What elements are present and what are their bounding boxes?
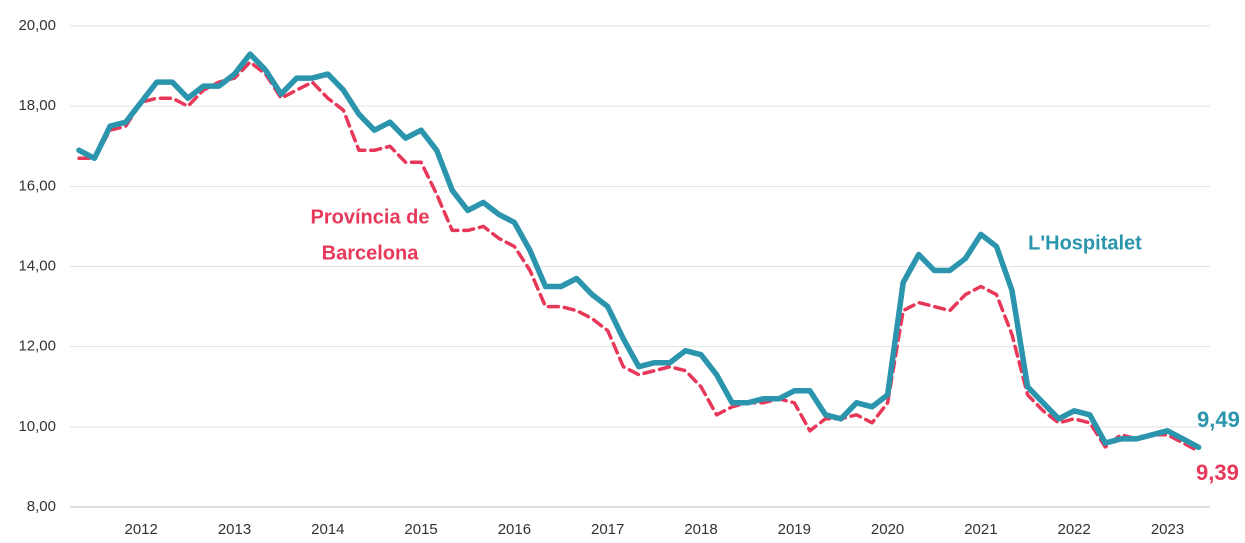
y-tick-label: 12,00 [18,338,56,355]
value-label: 9,49 [1197,407,1240,432]
series-label: Barcelona [322,242,420,264]
x-tick-label: 2018 [684,521,717,538]
series-line [76,51,1202,451]
x-tick-label: 2013 [218,521,251,538]
y-tick-label: 20,00 [18,17,56,34]
x-tick-label: 2020 [871,521,904,538]
y-tick-label: 8,00 [27,498,56,515]
y-tick-label: 18,00 [18,97,56,114]
x-tick-label: 2016 [498,521,531,538]
series-label: L'Hospitalet [1028,232,1142,254]
x-tick-label: 2012 [125,521,158,538]
y-tick-label: 10,00 [18,418,56,435]
value-label: 9,39 [1196,460,1239,485]
series-label: Província de [311,206,430,228]
x-tick-label: 2022 [1058,521,1091,538]
y-tick-label: 16,00 [18,177,56,194]
x-tick-label: 2015 [404,521,437,538]
x-tick-label: 2014 [311,521,344,538]
x-tick-label: 2019 [778,521,811,538]
x-tick-label: 2021 [964,521,997,538]
y-tick-label: 14,00 [18,257,56,274]
x-tick-label: 2017 [591,521,624,538]
x-tick-label: 2023 [1151,521,1184,538]
